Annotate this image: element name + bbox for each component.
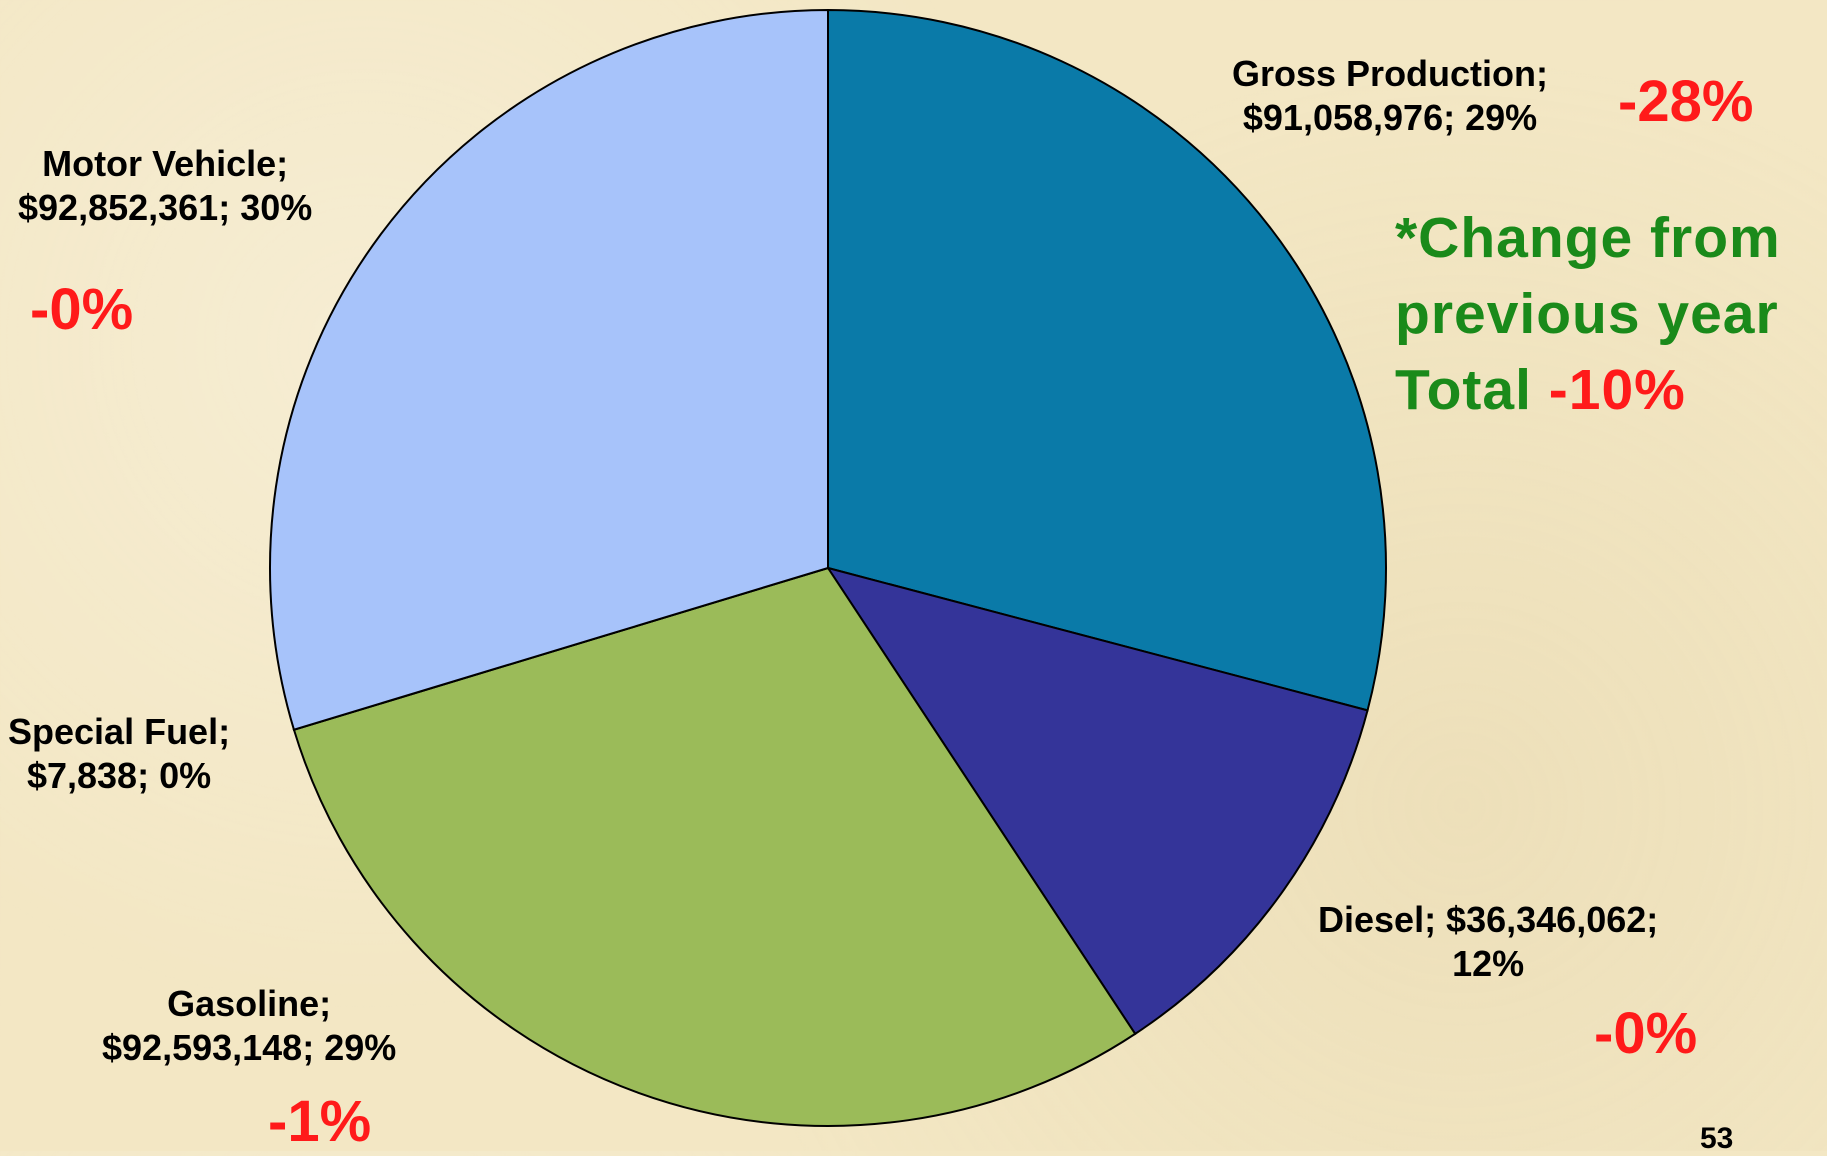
change-motor-vehicle: -0%	[30, 277, 134, 342]
note-line-3: Total -10%	[1395, 352, 1781, 428]
change-gross-production: -28%	[1618, 69, 1754, 134]
label-special-fuel-name: Special Fuel;	[8, 711, 231, 752]
label-gross-production-value: $91,058,976; 29%	[1242, 97, 1538, 138]
note-line-1: *Change from	[1395, 206, 1781, 270]
note-line-2: previous year	[1395, 282, 1779, 346]
label-diesel-name: Diesel; $36,346,062;	[1318, 899, 1659, 940]
note-total-value: -10%	[1548, 358, 1686, 422]
label-special-fuel-value: $7,838; 0%	[26, 755, 212, 796]
label-gasoline: Gasoline; $92,593,148; 29%	[102, 982, 396, 1070]
change-diesel: -0%	[1594, 1001, 1698, 1066]
pie-slice-gasoline	[292, 566, 1137, 1127]
label-special-fuel: Special Fuel; $7,838; 0%	[8, 710, 230, 798]
label-gross-production-name: Gross Production;	[1232, 53, 1549, 94]
change-gasoline: -1%	[268, 1089, 372, 1154]
label-motor-vehicle-value: $92,852,361; 30%	[18, 187, 313, 228]
label-motor-vehicle-name: Motor Vehicle;	[42, 143, 289, 184]
page-number: 53	[1700, 1122, 1734, 1155]
pie-slice-motor-vehicle	[269, 8, 829, 731]
pie-slice-diesel	[825, 566, 1369, 1036]
label-gross-production: Gross Production; $91,058,976; 29%	[1232, 52, 1548, 140]
label-gasoline-value: $92,593,148; 29%	[102, 1027, 397, 1068]
pie-slice-gross-production	[827, 8, 1387, 712]
change-note: *Change from previous year Total -10%	[1395, 200, 1781, 428]
note-total-prefix: Total	[1395, 358, 1549, 422]
label-diesel-value: 12%	[1452, 943, 1525, 984]
label-motor-vehicle: Motor Vehicle; $92,852,361; 30%	[18, 142, 312, 230]
label-diesel: Diesel; $36,346,062; 12%	[1318, 898, 1658, 986]
label-gasoline-name: Gasoline;	[167, 983, 332, 1024]
